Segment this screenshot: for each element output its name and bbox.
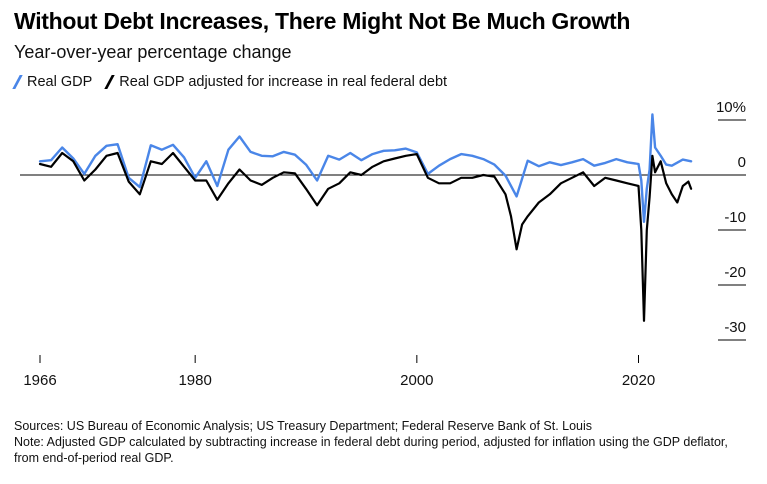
y-tick-label: -10 — [724, 209, 746, 226]
y-tick-label: 0 — [738, 154, 746, 171]
chart-legend: Real GDP Real GDP adjusted for increase … — [12, 74, 463, 90]
x-tick-label: 2000 — [400, 372, 433, 389]
legend-item-real-gdp: Real GDP — [12, 74, 93, 90]
chart-footnote: Sources: US Bureau of Economic Analysis;… — [14, 418, 754, 466]
note-text: Note: Adjusted GDP calculated by subtrac… — [14, 435, 728, 465]
x-tick-label: 1980 — [178, 372, 211, 389]
x-tick-label: 2020 — [622, 372, 655, 389]
line-chart: 10% 0 -10 -20 -30 1966 1980 2000 2020 — [20, 99, 746, 389]
series-line-real-gdp — [38, 113, 693, 223]
legend-label-adjusted-gdp: Real GDP adjusted for increase in real f… — [119, 74, 448, 90]
y-tick-label: -20 — [724, 264, 746, 281]
legend-label-real-gdp: Real GDP — [27, 74, 93, 90]
x-tick-label: 1966 — [23, 372, 56, 389]
y-tick-label: -30 — [724, 319, 746, 336]
chart-subtitle: Year-over-year percentage change — [14, 42, 292, 62]
series-line-adjusted-gdp — [38, 151, 693, 322]
legend-item-adjusted-gdp: Real GDP adjusted for increase in real f… — [104, 74, 448, 90]
y-tick-label: 10% — [716, 99, 746, 116]
chart-title: Without Debt Increases, There Might Not … — [14, 8, 631, 34]
sources-text: Sources: US Bureau of Economic Analysis;… — [14, 419, 593, 433]
